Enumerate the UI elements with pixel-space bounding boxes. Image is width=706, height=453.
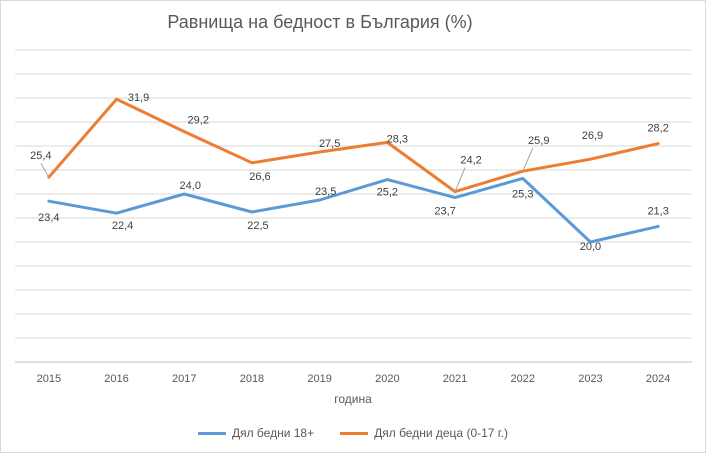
data-label-children: 28,2: [647, 123, 668, 135]
data-label-children: 27,5: [319, 138, 340, 150]
data-label-adults: 25,3: [512, 188, 533, 200]
data-label-adults: 23,4: [38, 212, 59, 224]
x-tick-label: 2023: [578, 373, 602, 385]
x-tick-label: 2021: [443, 373, 467, 385]
data-label-children: 29,2: [188, 115, 209, 127]
data-label-adults: 23,7: [434, 206, 455, 218]
series-line-adults: [47, 176, 660, 244]
x-axis-label: година: [334, 392, 372, 406]
x-tick-label: 2019: [307, 373, 331, 385]
leader-line: [40, 162, 50, 178]
legend-label-adults: Дял бедни 18+: [231, 426, 315, 440]
data-label-children: 25,4: [30, 150, 51, 162]
data-label-adults: 25,2: [377, 187, 398, 199]
data-label-children: 24,2: [460, 155, 481, 167]
data-label-adults: 23,5: [315, 186, 336, 198]
data-label-adults: 21,3: [647, 205, 668, 217]
series-line-children: [47, 97, 660, 194]
leader-line: [522, 148, 534, 172]
x-tick-label: 2020: [375, 373, 399, 385]
legend-item-children: Дял бедни деца (0-17 г.): [340, 426, 508, 440]
data-label-children: 26,9: [582, 130, 603, 142]
legend-swatch-children: [340, 431, 369, 435]
legend: Дял бедни 18+ Дял бедни деца (0-17 г.): [0, 426, 706, 440]
data-label-children: 28,3: [387, 133, 408, 145]
data-label-adults: 20,0: [580, 241, 601, 253]
x-tick-label: 2017: [172, 373, 196, 385]
x-tick-label: 2018: [240, 373, 264, 385]
data-label-children: 31,9: [128, 92, 149, 104]
x-tick-label: 2015: [37, 373, 61, 385]
data-label-children: 26,6: [249, 171, 270, 183]
legend-item-adults: Дял бедни 18+: [197, 426, 315, 440]
legend-label-children: Дял бедни деца (0-17 г.): [374, 426, 509, 440]
legend-swatch-adults: [197, 431, 226, 435]
x-tick-label: 2022: [511, 373, 535, 385]
data-label-children: 25,9: [528, 135, 549, 147]
x-tick-label: 2024: [646, 373, 670, 385]
chart-title: Равнища на бедност в България (%): [167, 12, 473, 32]
data-label-adults: 24,0: [180, 180, 201, 192]
leader-line: [454, 167, 466, 192]
data-label-adults: 22,5: [247, 220, 268, 232]
x-tick-label: 2016: [104, 373, 128, 385]
data-label-adults: 22,4: [112, 220, 133, 232]
